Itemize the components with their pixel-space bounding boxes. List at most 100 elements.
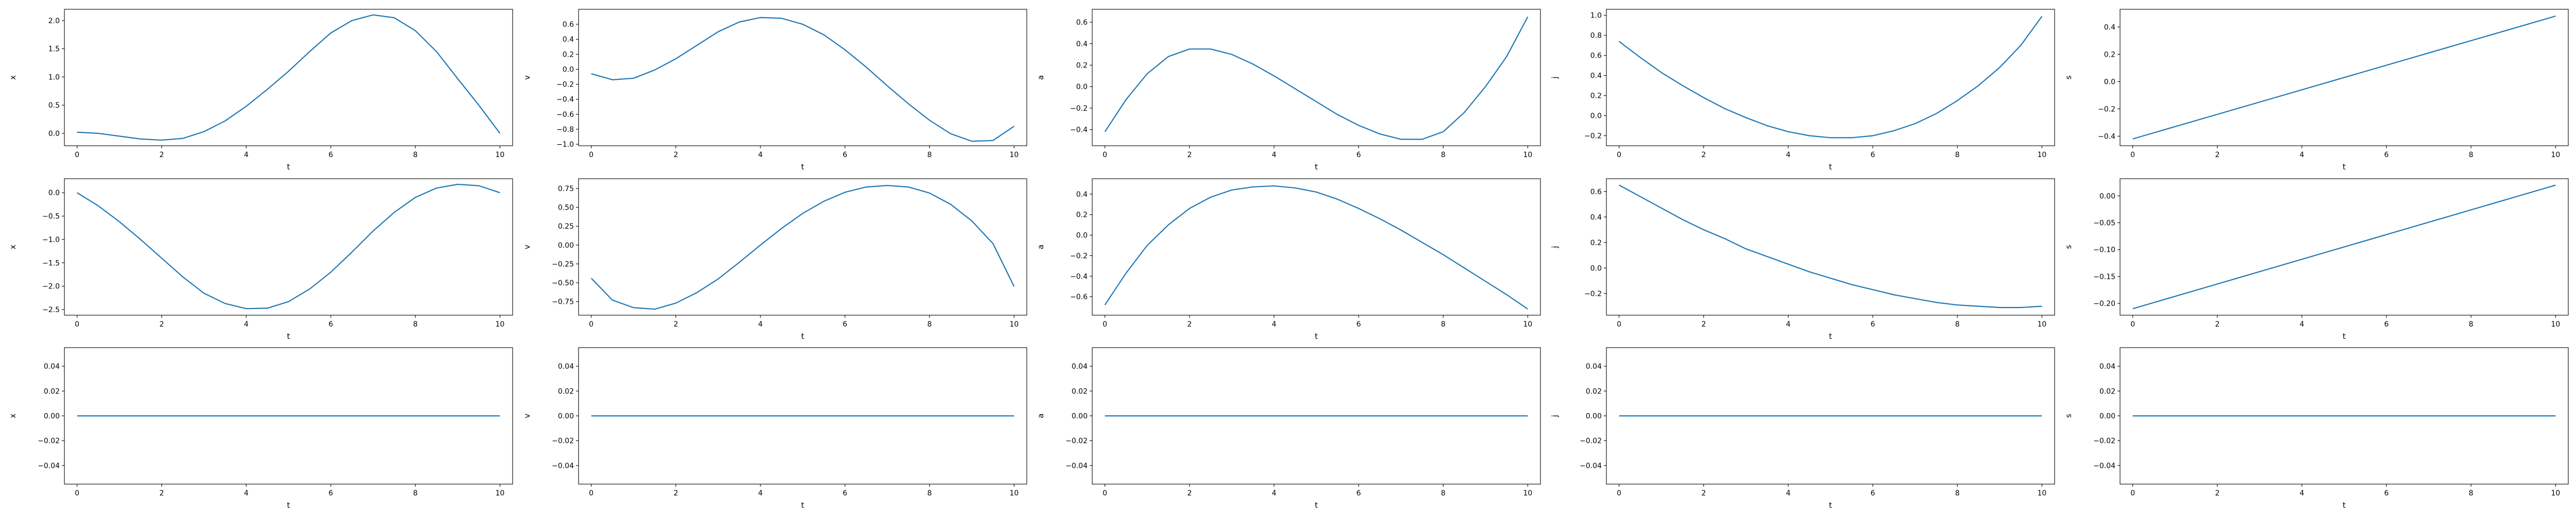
x-tick-label: 8 bbox=[413, 151, 418, 159]
x-tick-label: 8 bbox=[927, 320, 932, 329]
x-tick-label: 4 bbox=[244, 320, 248, 329]
y-axis-label: s bbox=[2064, 75, 2073, 79]
x-axis-label: t bbox=[2343, 162, 2346, 171]
y-axis-label: j bbox=[1550, 246, 1560, 248]
x-tick-label: 8 bbox=[1955, 151, 1960, 159]
x-axis-label: t bbox=[1315, 162, 1318, 171]
x-tick-label: 6 bbox=[329, 151, 333, 159]
x-tick-label: 8 bbox=[1441, 320, 1446, 329]
x-axis-label: t bbox=[801, 332, 804, 341]
y-axis-label: s bbox=[2064, 245, 2073, 249]
series-line bbox=[1619, 184, 2042, 308]
y-tick-label: −1.5 bbox=[42, 259, 60, 267]
axes-frame bbox=[578, 9, 1027, 146]
y-tick-label: −0.2 bbox=[1070, 105, 1088, 113]
y-tick-label: 0.75 bbox=[558, 185, 574, 193]
y-tick-label: −0.02 bbox=[1065, 437, 1088, 445]
x-tick-label: 8 bbox=[927, 489, 932, 497]
x-tick-label: 10 bbox=[1523, 489, 1532, 497]
y-tick-label: 0.2 bbox=[1076, 211, 1088, 219]
y-tick-label: −0.4 bbox=[1070, 126, 1088, 134]
y-tick-label: 0.04 bbox=[2099, 363, 2115, 371]
y-tick-label: −0.04 bbox=[2093, 462, 2115, 470]
y-tick-label: 0.4 bbox=[1590, 213, 1602, 221]
x-tick-label: 10 bbox=[2037, 151, 2046, 159]
x-tick-label: 10 bbox=[495, 320, 504, 329]
x-tick-label: 4 bbox=[1786, 489, 1790, 497]
y-tick-label: 0.0 bbox=[1076, 83, 1088, 91]
y-tick-label: −0.10 bbox=[2093, 246, 2115, 254]
x-tick-label: 2 bbox=[1187, 489, 1192, 497]
subplot-r2-c2: 0 2 4 6 8 10 −0.75 −0.50 −0.25 0.00 0.25 0.50 0.75 t v bbox=[522, 178, 1027, 341]
x-tick-label: 4 bbox=[1272, 151, 1276, 159]
y-tick-label: 0.00 bbox=[2099, 413, 2115, 421]
series-line bbox=[77, 183, 500, 310]
y-tick-label: 0.02 bbox=[44, 387, 60, 396]
x-tick-label: 6 bbox=[843, 151, 848, 159]
axes-frame bbox=[64, 178, 513, 316]
x-tick-label: 4 bbox=[758, 489, 762, 497]
subplot-r1-c5: 0 2 4 6 8 10 −0.4 −0.2 0.0 0.2 0.4 t s bbox=[2064, 9, 2569, 171]
x-tick-label: 2 bbox=[1187, 151, 1192, 159]
x-tick-label: 0 bbox=[1617, 151, 1621, 159]
x-tick-label: 2 bbox=[159, 489, 164, 497]
axes-frame bbox=[2120, 178, 2569, 316]
y-tick-label: −0.4 bbox=[2098, 132, 2115, 141]
y-tick-label: −0.2 bbox=[2098, 105, 2115, 113]
y-tick-label: −0.2 bbox=[556, 81, 574, 89]
y-tick-label: 0.0 bbox=[48, 130, 60, 138]
x-tick-label: 0 bbox=[589, 320, 594, 329]
subplot-r1-c1: 0 2 4 6 8 10 0.0 0.5 1.0 1.5 2.0 t x bbox=[8, 9, 513, 171]
y-tick-label: 0.0 bbox=[48, 189, 60, 197]
y-tick-label: 0.4 bbox=[2104, 23, 2115, 31]
subplot-r2-c4: 0 2 4 6 8 10 −0.2 0.0 0.2 0.4 0.6 t j bbox=[1550, 178, 2055, 341]
x-tick-label: 8 bbox=[2469, 489, 2473, 497]
x-tick-label: 6 bbox=[843, 320, 848, 329]
x-tick-label: 4 bbox=[2299, 320, 2304, 329]
x-tick-label: 8 bbox=[1955, 489, 1960, 497]
x-tick-label: 4 bbox=[244, 489, 248, 497]
series-line bbox=[1618, 15, 2043, 139]
x-tick-label: 0 bbox=[1617, 489, 1621, 497]
subplot-r3-c3: 0 2 4 6 8 10 −0.04 −0.02 0.00 0.02 0.04 t a bbox=[1036, 347, 1541, 510]
axes-frame bbox=[578, 178, 1027, 316]
y-tick-label: 0.2 bbox=[2104, 50, 2115, 59]
x-axis-label: t bbox=[2343, 501, 2346, 510]
y-tick-label: −0.04 bbox=[1580, 462, 1602, 470]
x-tick-label: 8 bbox=[927, 151, 932, 159]
x-tick-label: 4 bbox=[2299, 489, 2304, 497]
x-tick-label: 2 bbox=[673, 489, 678, 497]
x-tick-label: 10 bbox=[2037, 320, 2046, 329]
y-tick-label: −0.6 bbox=[1070, 293, 1088, 301]
y-tick-label: −0.25 bbox=[552, 260, 574, 268]
y-tick-label: −0.15 bbox=[2093, 273, 2115, 281]
x-tick-label: 6 bbox=[1357, 320, 1361, 329]
y-tick-label: 0.8 bbox=[1590, 32, 1602, 40]
y-tick-label: 0.2 bbox=[563, 50, 574, 59]
x-tick-label: 2 bbox=[159, 320, 164, 329]
x-tick-label: 0 bbox=[2130, 151, 2135, 159]
y-tick-label: 0.00 bbox=[558, 413, 574, 421]
y-tick-label: 2.0 bbox=[48, 17, 60, 25]
axes-frame bbox=[1092, 9, 1541, 146]
y-axis-label: v bbox=[522, 414, 532, 418]
y-tick-label: −0.8 bbox=[556, 126, 574, 134]
x-tick-label: 0 bbox=[75, 320, 79, 329]
y-tick-label: −0.02 bbox=[552, 437, 574, 445]
x-axis-label: t bbox=[287, 162, 290, 171]
y-tick-label: 0.25 bbox=[558, 222, 574, 231]
y-tick-label: 0.6 bbox=[1590, 188, 1602, 196]
series-line bbox=[77, 14, 501, 141]
subplot-r1-c2: 0 2 4 6 8 10 −1.0 −0.8 −0.6 −0.4 −0.2 0.0 0.2 0.4 0.6 t… bbox=[522, 9, 1027, 171]
x-tick-label: 6 bbox=[2384, 489, 2389, 497]
x-tick-label: 8 bbox=[413, 489, 418, 497]
y-axis-label: x bbox=[8, 414, 18, 418]
y-tick-label: 0.0 bbox=[1076, 232, 1088, 240]
y-tick-label: 0.00 bbox=[1072, 413, 1088, 421]
y-tick-label: 0.2 bbox=[1590, 239, 1602, 247]
y-tick-label: −1.0 bbox=[42, 236, 60, 244]
x-tick-label: 0 bbox=[75, 489, 79, 497]
x-tick-label: 4 bbox=[2299, 151, 2304, 159]
x-tick-label: 8 bbox=[2469, 320, 2473, 329]
x-axis-label: t bbox=[801, 501, 804, 510]
